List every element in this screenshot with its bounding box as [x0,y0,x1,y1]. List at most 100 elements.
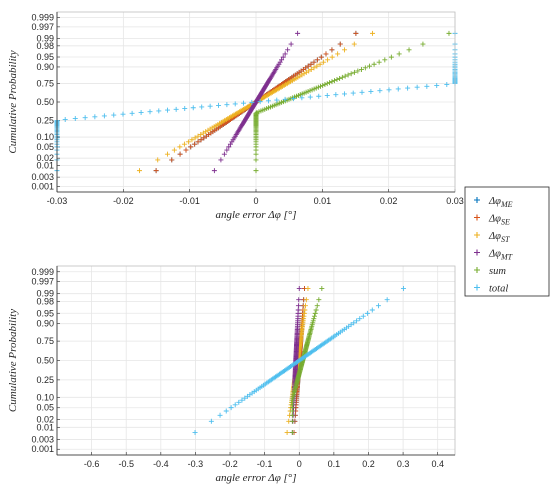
series-sum [253,30,452,174]
data-point [395,86,401,92]
data-point [208,418,214,424]
legend-entry-label: ΔφMT [488,249,513,262]
data-point [241,100,247,106]
legend-marker [474,267,480,273]
data-point [315,84,321,90]
data-point [351,320,357,326]
data-point [307,94,313,100]
data-point [279,57,285,63]
data-point [305,285,311,291]
data-point [164,151,170,157]
y-tick-label: 0.001 [31,444,54,454]
data-point [318,54,324,60]
data-point [201,135,207,141]
data-point [295,303,301,309]
data-point [358,66,364,72]
y-tick-label: 0.90 [36,319,54,329]
data-point [190,105,196,111]
legend-entry-label: ΔφST [488,231,510,244]
data-point [216,102,222,108]
data-point [101,113,107,119]
data-point [377,88,383,94]
data-point [320,82,326,88]
data-point [325,57,331,63]
legend-entry-subscript: MT [500,253,513,262]
data-point [295,307,301,313]
data-point [183,147,189,153]
data-point [153,168,159,174]
data-point [337,41,343,47]
data-point [324,92,330,98]
data-point [345,72,351,78]
data-point [165,107,171,113]
data-point [192,430,198,436]
y-tick-label: 0.999 [31,267,54,277]
data-point [177,144,183,150]
y-tick-label: 0.25 [36,115,54,125]
data-point [111,112,117,118]
legend-entry-base: Δφ [488,231,501,242]
data-point [217,412,223,418]
data-point [285,47,291,53]
data-point [306,68,312,74]
y-tick-label: 0.999 [31,12,54,22]
data-point [311,59,317,65]
data-point [120,111,126,117]
y-tick-label: 0.001 [31,182,54,192]
data-point [323,51,329,57]
data-point [341,91,347,97]
legend-marker [474,197,480,203]
data-point [280,54,286,60]
data-point [405,85,411,91]
data-point [299,95,305,101]
y-tick-label: 0.25 [36,375,54,385]
y-tick-label: 0.05 [36,142,54,152]
x-tick-label: -0.03 [47,196,68,206]
data-point [359,89,365,95]
data-point [348,322,354,328]
data-point [198,132,204,138]
legend-marker [474,284,480,291]
data-point [185,139,191,145]
y-tick-label: 0.05 [36,403,54,413]
y-tick-label: 0.50 [36,97,54,107]
data-point [253,110,259,116]
data-point [324,81,330,87]
data-point [82,115,88,121]
data-point [369,307,375,313]
legend-entry-base: Δφ [488,196,501,207]
data-point [301,310,307,316]
y-tick-label: 0.02 [36,153,54,163]
data-point [181,141,187,147]
y-tick-label: 0.99 [36,289,54,299]
legend-marker [474,249,480,256]
data-point [370,30,376,36]
y-axis-label: Cumulative Probability [7,309,19,412]
data-point [322,82,328,88]
legend-entry-base: total [489,284,508,295]
data-point [444,82,450,88]
data-point [314,303,320,309]
data-point [329,47,335,53]
data-point [296,285,302,291]
y-tick-label: 0.98 [36,297,54,307]
y-tick-label: 0.02 [36,414,54,424]
x-tick-label: -0.4 [153,459,169,469]
data-point [355,68,361,74]
data-point [62,116,68,122]
data-point [232,402,238,408]
x-tick-label: -0.3 [188,459,204,469]
data-point [314,63,320,69]
data-point [249,99,255,105]
data-point [354,318,360,324]
data-point [388,54,394,60]
data-point [72,116,78,122]
legend-entry-subscript: SE [501,218,510,227]
x-tick-label: -0.5 [118,459,134,469]
data-point [303,65,309,71]
data-point [189,137,195,143]
data-point [382,57,388,63]
data-point [310,318,316,324]
data-point [329,54,335,60]
